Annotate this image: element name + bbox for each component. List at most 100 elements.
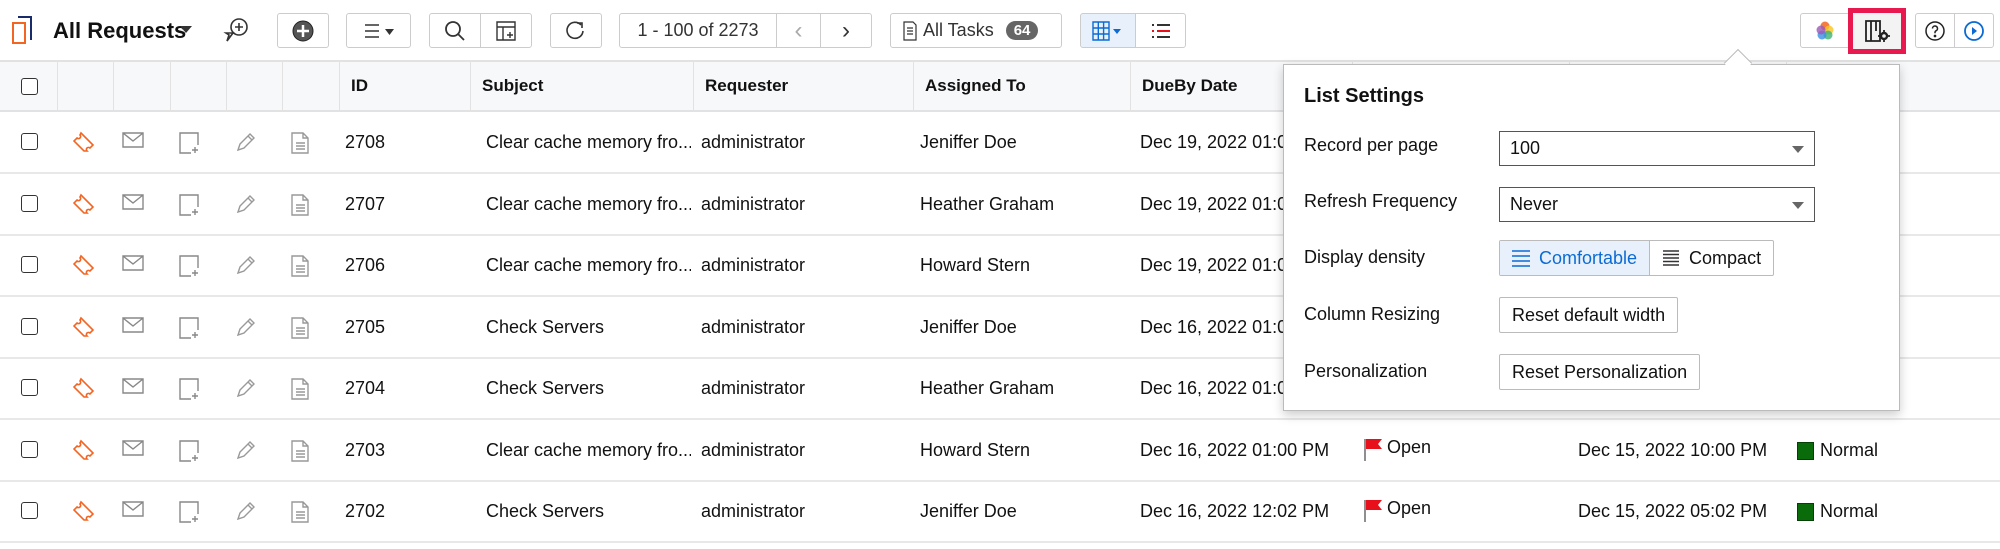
play-tour-button[interactable] xyxy=(1954,13,1994,48)
refresh-button[interactable] xyxy=(550,13,602,48)
add-note-icon[interactable] xyxy=(178,377,200,406)
document-icon[interactable] xyxy=(290,316,310,345)
document-icon[interactable] xyxy=(290,500,310,529)
document-icon[interactable] xyxy=(290,439,310,468)
add-column-button[interactable] xyxy=(480,13,532,48)
previous-page-button[interactable]: ‹ xyxy=(776,13,821,48)
grid-view-button[interactable] xyxy=(1080,13,1136,48)
row-checkbox[interactable] xyxy=(21,379,38,396)
request-assigned-to: Heather Graham xyxy=(920,378,1055,398)
table-row[interactable]: 2708 Clear cache memory fro... administrat… xyxy=(0,112,2000,174)
request-id[interactable]: 2708 xyxy=(345,132,386,152)
edit-icon[interactable] xyxy=(235,439,257,466)
edit-icon[interactable] xyxy=(235,316,257,343)
ticket-icon[interactable] xyxy=(72,316,95,343)
request-id[interactable]: 2704 xyxy=(345,378,386,398)
document-icon[interactable] xyxy=(290,193,310,222)
mail-icon[interactable] xyxy=(122,316,144,339)
select-all-checkbox[interactable] xyxy=(21,78,38,95)
column-header-assigned-to[interactable]: Assigned To xyxy=(913,62,1130,110)
edit-icon[interactable] xyxy=(235,193,257,220)
edit-icon[interactable] xyxy=(235,254,257,281)
document-icon[interactable] xyxy=(290,131,310,160)
mail-icon[interactable] xyxy=(122,439,144,462)
reset-personalization-button[interactable]: Reset Personalization xyxy=(1499,354,1701,390)
edit-icon[interactable] xyxy=(235,377,257,404)
edit-icon[interactable] xyxy=(235,131,257,158)
add-request-button[interactable] xyxy=(277,13,329,48)
add-note-icon[interactable] xyxy=(178,193,200,222)
density-compact-button[interactable]: Compact xyxy=(1650,241,1773,275)
add-note-icon[interactable] xyxy=(178,131,200,160)
request-subject[interactable]: Clear cache memory fro... xyxy=(486,193,691,214)
column-header-dueby-date[interactable]: DueBy Date xyxy=(1130,62,1352,110)
view-dropdown-icon[interactable] xyxy=(180,26,192,33)
list-view-button[interactable] xyxy=(1135,13,1186,48)
row-checkbox[interactable] xyxy=(21,440,38,458)
mail-icon[interactable] xyxy=(122,500,144,523)
table-row[interactable]: 2707 Clear cache memory fro... administrat… xyxy=(0,174,2000,236)
document-icon[interactable] xyxy=(290,254,310,283)
request-subject[interactable]: Clear cache memory fro... xyxy=(486,255,691,275)
theme-color-button[interactable] xyxy=(1800,13,1850,48)
mail-icon[interactable] xyxy=(122,377,144,400)
density-comfortable-button[interactable]: Comfortable xyxy=(1500,241,1651,275)
mail-icon[interactable] xyxy=(122,193,144,216)
ticket-icon[interactable] xyxy=(72,500,95,527)
all-tasks-button[interactable]: All Tasks 64 xyxy=(890,13,1062,48)
row-checkbox[interactable] xyxy=(21,194,38,212)
table-row[interactable]: 2703 Clear cache memory fro... administrat… xyxy=(0,420,2000,482)
table-row[interactable]: 2704 Check Servers administrator Heather Gr… xyxy=(0,358,2000,420)
add-note-icon[interactable] xyxy=(178,500,200,529)
request-subject[interactable]: Check Servers xyxy=(486,316,605,337)
request-requester: administrator xyxy=(701,378,806,398)
column-header-subject[interactable]: Subject xyxy=(470,62,693,110)
row-checkbox[interactable] xyxy=(21,317,38,335)
column-header-requester[interactable]: Requester xyxy=(693,62,913,110)
row-checkbox[interactable] xyxy=(21,256,38,273)
compact-lines-icon xyxy=(1663,250,1680,266)
request-id[interactable]: 2705 xyxy=(345,316,386,337)
request-subject[interactable]: Clear cache memory fro... xyxy=(486,132,691,152)
table-row[interactable]: 2702 Check Servers administrator Jeniffer D… xyxy=(0,481,2000,543)
request-id[interactable]: 2707 xyxy=(345,193,386,214)
help-button[interactable] xyxy=(1915,13,1955,48)
refresh-frequency-select[interactable]: Never xyxy=(1499,187,1815,222)
next-page-button[interactable]: › xyxy=(820,13,872,48)
request-subject[interactable]: Clear cache memory fro... xyxy=(486,439,691,460)
request-id[interactable]: 2703 xyxy=(345,439,386,460)
view-title[interactable]: All Requests xyxy=(53,18,187,43)
bulk-actions-menu-button[interactable] xyxy=(346,13,411,48)
record-per-page-select[interactable]: 100 xyxy=(1499,131,1815,166)
column-header-id[interactable]: ID xyxy=(339,62,470,110)
add-note-icon[interactable] xyxy=(178,254,200,283)
table-row[interactable]: 2706 Clear cache memory fro... administrat… xyxy=(0,235,2000,297)
add-note-icon[interactable] xyxy=(178,316,200,345)
table-row[interactable]: 2705 Check Servers administrator Jeniffer D… xyxy=(0,297,2000,359)
ticket-icon[interactable] xyxy=(72,193,95,220)
search-requests-icon[interactable] xyxy=(222,16,252,51)
display-density-label: Display density xyxy=(1304,247,1426,267)
request-subject[interactable]: Check Servers xyxy=(486,378,605,398)
search-button[interactable] xyxy=(429,13,481,48)
ticket-icon[interactable] xyxy=(72,131,95,158)
mail-icon[interactable] xyxy=(122,131,144,154)
request-requester: administrator xyxy=(701,316,806,337)
list-settings-button[interactable] xyxy=(1848,8,1906,54)
request-id[interactable]: 2706 xyxy=(345,255,386,275)
reset-default-width-button[interactable]: Reset default width xyxy=(1499,297,1679,333)
request-subject[interactable]: Check Servers xyxy=(486,501,605,521)
personalization-label: Personalization xyxy=(1304,361,1428,381)
pagination-range: 1 - 100 of 2273 xyxy=(619,13,777,48)
popup-title: List Settings xyxy=(1304,85,1425,107)
add-note-icon[interactable] xyxy=(178,439,200,468)
ticket-icon[interactable] xyxy=(72,377,95,404)
edit-icon[interactable] xyxy=(235,500,257,527)
ticket-icon[interactable] xyxy=(72,254,95,281)
mail-icon[interactable] xyxy=(122,254,144,277)
row-checkbox[interactable] xyxy=(21,133,38,150)
row-checkbox[interactable] xyxy=(21,502,38,519)
document-icon[interactable] xyxy=(290,377,310,406)
request-id[interactable]: 2702 xyxy=(345,501,386,521)
ticket-icon[interactable] xyxy=(72,439,95,466)
